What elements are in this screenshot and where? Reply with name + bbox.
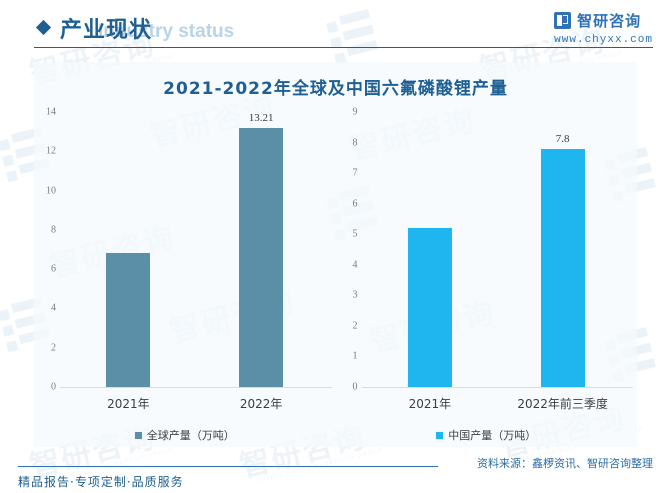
- y-axis-global: 14 12 10 8 6 4 2 0: [34, 107, 60, 393]
- x-tick: 2022年前三季度: [517, 397, 608, 411]
- brand-block: 智研咨询 www.chyxx.com: [554, 10, 653, 46]
- y-tick: 8: [352, 137, 358, 149]
- y-tick: 8: [51, 224, 56, 236]
- bar[interactable]: [407, 228, 452, 387]
- x-tick: 2021年: [408, 397, 452, 411]
- y-tick: 14: [46, 106, 56, 118]
- legend-global: 全球产量（万吨）: [34, 427, 336, 443]
- y-tick: 7: [352, 167, 358, 179]
- legend-china: 中国产量（万吨）: [336, 427, 638, 443]
- x-tick: 2022年: [239, 397, 283, 411]
- x-axis-global: 2021年 2022年: [62, 395, 328, 412]
- x-axis-china: 2021年 2022年前三季度: [364, 395, 630, 412]
- x-tick: 2021年: [107, 397, 150, 411]
- bar-slot: [62, 112, 195, 387]
- bars-china: 7.8: [364, 112, 630, 387]
- y-axis-china: 9 8 7 6 5 4 3 2 1 0: [336, 107, 362, 393]
- brand-top: 智研咨询: [554, 10, 653, 31]
- chart-panel: 2021-2022年全球及中国六氟磷酸锂产量 14 12 10 8 6 4 2 …: [34, 62, 637, 447]
- brand-name: 智研咨询: [577, 12, 642, 30]
- legend-swatch: [134, 431, 142, 439]
- page-title: 产业现状: [60, 18, 153, 43]
- y-tick: 2: [51, 342, 56, 354]
- y-tick: 12: [46, 145, 56, 157]
- bars-global: 13.21: [62, 112, 328, 387]
- y-tick: 1: [352, 350, 358, 362]
- y-tick: 0: [352, 381, 358, 393]
- y-tick: 4: [352, 259, 358, 271]
- y-tick: 0: [51, 381, 56, 393]
- legend-label: 全球产量（万吨）: [146, 429, 235, 442]
- y-tick: 9: [352, 106, 358, 118]
- y-tick: 10: [46, 185, 56, 197]
- brand-url: www.chyxx.com: [554, 34, 653, 46]
- chart-china-output: 9 8 7 6 5 4 3 2 1 0 7.8: [336, 102, 638, 447]
- bar-slot: [364, 112, 497, 387]
- chart-title: 2021-2022年全球及中国六氟磷酸锂产量: [163, 79, 508, 99]
- chart-global-output: 14 12 10 8 6 4 2 0 13.21: [34, 102, 336, 447]
- bar-slot: 7.8: [496, 112, 629, 387]
- legend-label: 中国产量（万吨）: [448, 429, 537, 442]
- source-note: 资料来源：鑫椤资讯、智研咨询整理: [477, 457, 653, 470]
- bar-value-label: 7.8: [555, 133, 570, 145]
- bar-value-label: 13.21: [248, 112, 274, 124]
- footer-divider: [18, 466, 438, 467]
- page-subtitle-en: Industry status: [98, 21, 235, 42]
- y-tick: 6: [51, 263, 56, 275]
- y-tick: 2: [352, 320, 358, 332]
- bar-slot: 13.21: [195, 112, 328, 387]
- y-tick: 6: [352, 198, 358, 210]
- x-axis-line-global: [60, 387, 332, 388]
- bar[interactable]: [106, 253, 151, 387]
- title-stack: Industry status 产业现状: [60, 12, 234, 43]
- y-tick: 3: [352, 289, 358, 301]
- y-tick: 5: [352, 228, 358, 240]
- x-axis-line-china: [361, 387, 633, 388]
- page-title-group: Industry status 产业现状: [34, 12, 234, 43]
- header-divider: [34, 47, 653, 48]
- bar[interactable]: [540, 149, 585, 387]
- diamond-icon: [35, 19, 52, 35]
- chyxx-logo-icon: [554, 12, 572, 29]
- legend-swatch: [436, 431, 444, 439]
- page-header: Industry status 产业现状 智研咨询 www.chyxx.com: [0, 0, 671, 56]
- footer-slogan: 精品报告·专项定制·品质服务: [18, 475, 184, 489]
- y-tick: 4: [51, 302, 56, 314]
- bar[interactable]: [239, 128, 284, 387]
- charts-container: 14 12 10 8 6 4 2 0 13.21: [34, 102, 637, 447]
